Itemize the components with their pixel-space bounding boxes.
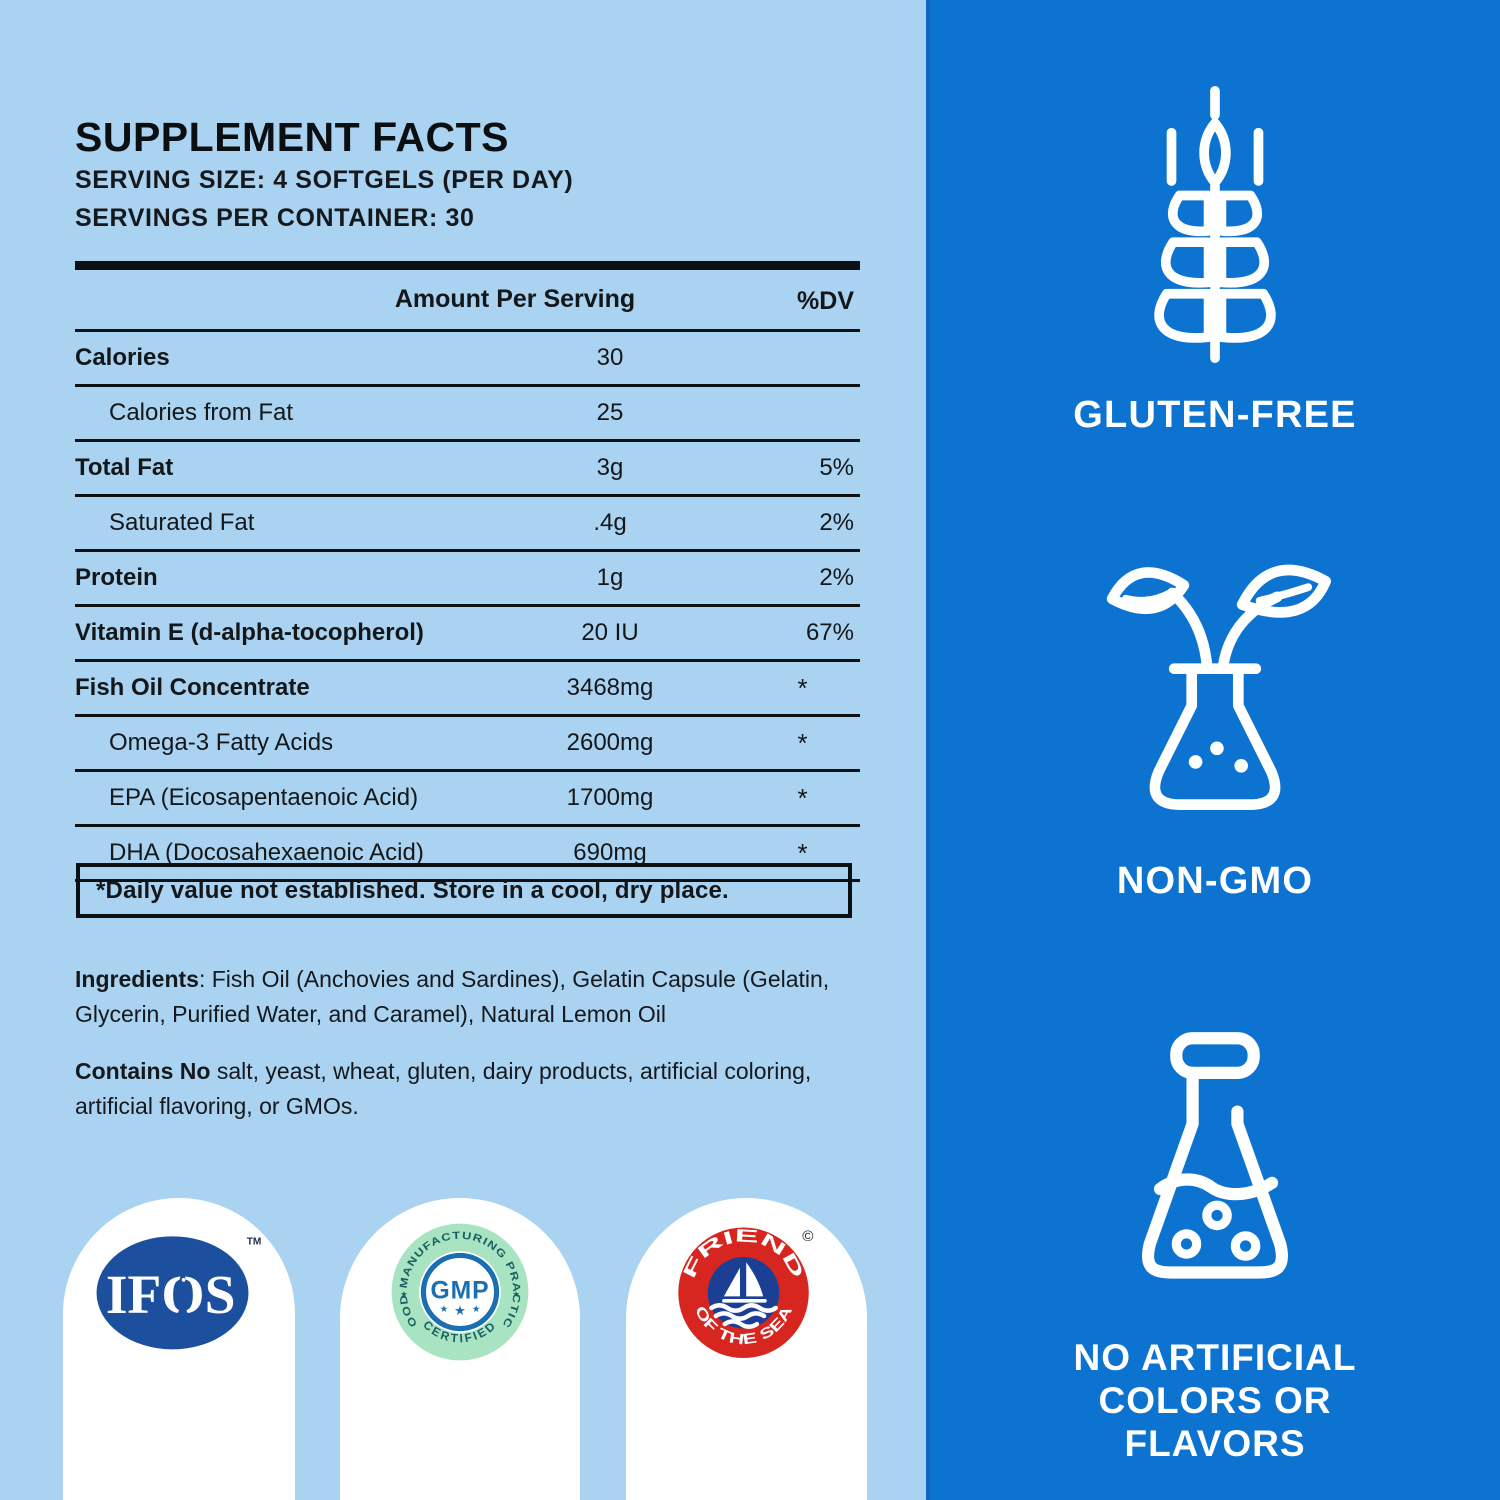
ingredients-paragraph: Ingredients: Fish Oil (Anchovies and Sar… bbox=[75, 962, 867, 1032]
gmp-center-star-icon: ★ bbox=[472, 1304, 481, 1315]
row-label: Vitamin E (d-alpha-tocopherol) bbox=[75, 619, 424, 646]
row-amount: 20 IU bbox=[581, 619, 639, 646]
contains-label: Contains No bbox=[75, 1058, 211, 1084]
ifos-tm: TM bbox=[247, 1237, 262, 1248]
supplement-label-panel: SUPPLEMENT FACTS SERVING SIZE: 4 SOFTGEL… bbox=[63, 114, 867, 1500]
row-dv: 2% bbox=[819, 564, 854, 591]
row-dv: * bbox=[797, 837, 808, 868]
row-amount: 3g bbox=[596, 454, 624, 481]
row-dv: * bbox=[797, 782, 808, 813]
fish-eye-icon bbox=[181, 1278, 186, 1282]
row-amount: 30 bbox=[596, 344, 624, 371]
row-label: Calories from Fat bbox=[109, 399, 294, 426]
row-label: Omega-3 Fatty Acids bbox=[109, 729, 334, 756]
table-row: Calories 30 bbox=[75, 332, 860, 387]
contains-paragraph: Contains No salt, yeast, wheat, gluten, … bbox=[75, 1054, 867, 1124]
table-row: DHA (Docosahexaenoic Acid) 690mg * bbox=[75, 827, 860, 882]
copyright-icon: © bbox=[802, 1228, 813, 1245]
table-top-bar bbox=[75, 261, 860, 270]
ingredients-label: Ingredients bbox=[75, 966, 199, 992]
row-amount: 1g bbox=[596, 564, 624, 591]
row-label: Fish Oil Concentrate bbox=[75, 674, 310, 701]
row-label: Total Fat bbox=[75, 454, 174, 481]
column-header-amount: Amount Per Serving bbox=[394, 285, 636, 313]
gmp-center-star-icon: ★ bbox=[454, 1304, 466, 1319]
gmp-star-right-icon: ★ bbox=[512, 1290, 520, 1300]
gmp-center-star-icon: ★ bbox=[440, 1304, 449, 1315]
table-row: Protein 1g 2% bbox=[75, 552, 860, 607]
row-dv: * bbox=[797, 727, 808, 758]
serving-size-text: SERVING SIZE: 4 SOFTGELS (PER DAY) bbox=[75, 166, 574, 194]
column-header-dv: %DV bbox=[797, 287, 854, 315]
wheat-icon bbox=[1154, 86, 1276, 363]
friend-of-the-sea-seal: FRIEND OF THE SEA © bbox=[678, 1225, 813, 1359]
page-title: SUPPLEMENT FACTS bbox=[75, 114, 509, 160]
supplement-facts-table: Amount Per Serving %DV Calories 30 Calor… bbox=[75, 261, 860, 882]
row-dv: 2% bbox=[819, 509, 854, 536]
wave-icon bbox=[713, 1311, 767, 1321]
servings-per-container-text: SERVINGS PER CONTAINER: 30 bbox=[75, 204, 475, 232]
row-amount: 3468mg bbox=[566, 674, 654, 701]
table-row: Omega-3 Fatty Acids 2600mg * bbox=[75, 717, 860, 772]
wave-icon bbox=[709, 1303, 778, 1313]
gmp-inner-circle bbox=[420, 1252, 500, 1332]
row-dv: 67% bbox=[805, 619, 854, 646]
row-label: EPA (Eicosapentaenoic Acid) bbox=[109, 784, 419, 811]
row-amount: 25 bbox=[596, 399, 624, 426]
table-row: Fish Oil Concentrate 3468mg * bbox=[75, 662, 860, 717]
ifos-ellipse bbox=[96, 1236, 249, 1350]
wave-icon bbox=[722, 1319, 760, 1329]
row-dv: 5% bbox=[819, 454, 854, 481]
footnote-text: *Daily value not established. Store in a… bbox=[96, 876, 729, 904]
flask-icon bbox=[1142, 1032, 1288, 1279]
table-row: Vitamin E (d-alpha-tocopherol) 20 IU 67% bbox=[75, 607, 860, 662]
row-label: Protein bbox=[75, 564, 158, 591]
row-dv: * bbox=[797, 672, 808, 703]
contains-text: salt, yeast, wheat, gluten, dairy produc… bbox=[75, 1058, 812, 1119]
sailboat-main-sail-icon bbox=[746, 1262, 764, 1297]
row-amount: .4g bbox=[593, 509, 627, 536]
plant-flask-icon bbox=[1106, 564, 1332, 810]
feature-label-no-artificial: NO ARTIFICIAL COLORS OR FLAVORS bbox=[1073, 1337, 1357, 1464]
row-amount: 690mg bbox=[573, 839, 647, 866]
row-amount: 2600mg bbox=[566, 729, 654, 756]
ifos-logo: IFOS TM bbox=[96, 1236, 262, 1350]
fish-tail-icon bbox=[176, 1303, 190, 1317]
row-label: Calories bbox=[75, 344, 170, 371]
table-row: Calories from Fat 25 bbox=[75, 387, 860, 442]
ingredients-text: : Fish Oil (Anchovies and Sardines), Gel… bbox=[75, 966, 830, 1027]
table-row: Total Fat 3g 5% bbox=[75, 442, 860, 497]
table-row: Saturated Fat .4g 2% bbox=[75, 497, 860, 552]
footnote-box: *Daily value not established. Store in a… bbox=[76, 863, 852, 918]
table-row: EPA (Eicosapentaenoic Acid) 1700mg * bbox=[75, 772, 860, 827]
features-panel: GLUTEN-FREE NON-GMO NO ARTIFICIAL COLORS… bbox=[930, 0, 1500, 1500]
feature-label-gluten-free: GLUTEN-FREE bbox=[1073, 394, 1357, 436]
table-header-row: Amount Per Serving %DV bbox=[75, 270, 860, 332]
gmp-seal: GOOD MANUFACTURING PRACTICE CERTIFIED ★ … bbox=[384, 1216, 529, 1361]
row-amount: 1700mg bbox=[566, 784, 654, 811]
row-label: Saturated Fat bbox=[109, 509, 255, 536]
feature-label-non-gmo: NON-GMO bbox=[1116, 860, 1314, 902]
ifos-text: IFOS bbox=[106, 1264, 236, 1326]
panel-divider bbox=[926, 0, 932, 1500]
gmp-center-text: GMP bbox=[430, 1278, 489, 1305]
gmp-star-left-icon: ★ bbox=[400, 1290, 408, 1300]
row-label: DHA (Docosahexaenoic Acid) bbox=[109, 839, 424, 866]
